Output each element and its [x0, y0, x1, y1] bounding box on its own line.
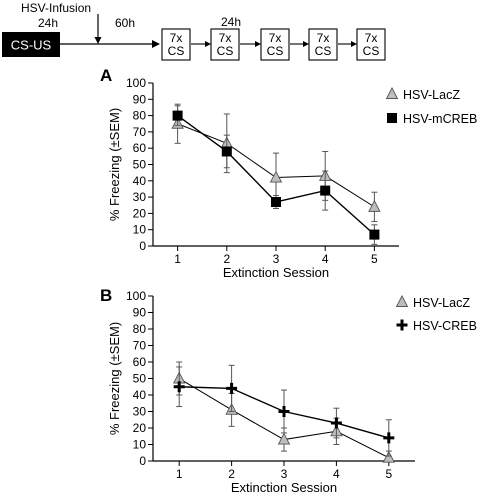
- x-tick-label: 1: [174, 252, 181, 266]
- y-tick-label: 10: [133, 223, 147, 237]
- y-axis-label: % Freezing (±SEM): [107, 108, 122, 221]
- cross-marker: [383, 432, 395, 444]
- session-box: [161, 28, 191, 61]
- square-marker: [369, 229, 380, 240]
- session-box: [210, 28, 240, 61]
- y-tick-label: 0: [139, 239, 146, 253]
- legend-label: HSV-LacZ: [403, 88, 460, 102]
- y-axis-label: % Freezing (±SEM): [107, 322, 122, 435]
- y-tick-label: 90: [133, 306, 147, 320]
- triangle-marker: [382, 450, 396, 463]
- y-tick-label: 100: [126, 76, 146, 90]
- y-tick-label: 70: [133, 125, 147, 139]
- x-tick-label: 3: [273, 252, 280, 266]
- session-box-line1: 7x: [219, 31, 232, 45]
- delay-after-infusion: 60h: [115, 16, 135, 30]
- legend-label: HSV-mCREB: [403, 112, 477, 126]
- triangle-marker: [385, 87, 399, 99]
- y-tick-label: 10: [133, 438, 147, 452]
- cross-marker: [173, 381, 185, 393]
- y-tick-label: 70: [133, 339, 147, 353]
- delay-between-sessions: 24h: [221, 15, 241, 29]
- square-marker: [387, 113, 397, 123]
- square-marker: [221, 146, 232, 157]
- triangle-marker: [395, 295, 409, 307]
- session-arrowhead: [255, 41, 261, 47]
- cross-marker: [396, 319, 408, 331]
- session-box-line2: CS: [217, 44, 234, 58]
- session-arrowhead: [303, 41, 309, 47]
- triangle-marker: [269, 170, 283, 183]
- session-box-line1: 7x: [317, 31, 330, 45]
- session-arrowhead: [351, 41, 357, 47]
- cross-marker: [330, 417, 342, 429]
- session-box: [356, 28, 386, 61]
- y-tick-label: 0: [139, 454, 146, 468]
- x-axis-label: Extinction Session: [231, 480, 337, 492]
- square-marker: [172, 110, 183, 121]
- square-marker: [320, 185, 331, 196]
- x-tick-label: 5: [385, 467, 392, 481]
- y-tick-label: 80: [133, 322, 147, 336]
- legend-label: HSV-LacZ: [413, 296, 470, 310]
- x-tick-label: 4: [322, 252, 329, 266]
- x-tick-label: 3: [281, 467, 288, 481]
- delay-before-infusion: 24h: [38, 16, 58, 30]
- y-tick-label: 60: [133, 355, 147, 369]
- session-box-line1: 7x: [170, 31, 183, 45]
- session-box-line2: CS: [363, 44, 380, 58]
- triangle-marker: [277, 432, 291, 445]
- x-tick-label: 2: [223, 252, 230, 266]
- session-box-line2: CS: [267, 44, 284, 58]
- infusion-label: HSV-Infusion: [21, 1, 91, 15]
- x-tick-label: 4: [333, 467, 340, 481]
- y-tick-label: 50: [133, 372, 147, 386]
- y-tick-label: 40: [133, 388, 147, 402]
- y-tick-label: 20: [133, 206, 147, 220]
- square-marker: [271, 196, 281, 207]
- y-tick-label: 90: [133, 92, 147, 106]
- y-tick-label: 30: [133, 190, 147, 204]
- session-box: [260, 28, 290, 61]
- panel-label: A: [100, 66, 112, 85]
- x-axis-label: Extinction Session: [223, 265, 329, 280]
- timeline-arrowhead: [152, 40, 160, 48]
- cs-us-label: CS-US: [11, 38, 52, 53]
- y-tick-label: 60: [133, 141, 147, 155]
- chart-b: B 0 10 20 30 40 50 60 70 80 90 100 1 2 3 4 5 Extinction S…: [100, 286, 477, 492]
- session-box-line1: 7x: [365, 31, 378, 45]
- session-box-line2: CS: [315, 44, 332, 58]
- chart-a: A 0 10 20 30 40 50 60 70 80 90 100 1 2 3 4 5 Extinction S…: [100, 66, 477, 280]
- session-box-line1: 7x: [269, 31, 282, 45]
- legend-label: HSV-CREB: [413, 319, 477, 333]
- cross-marker: [226, 382, 238, 394]
- x-tick-label: 1: [176, 467, 183, 481]
- session-box: [308, 28, 338, 61]
- timeline: CS-US HSV-Infusion 24h 60h 24h 7xCS7xCS7…: [2, 1, 386, 61]
- y-tick-label: 30: [133, 405, 147, 419]
- triangle-marker: [368, 199, 381, 212]
- x-tick-label: 5: [371, 252, 378, 266]
- y-tick-label: 80: [133, 109, 147, 123]
- cross-marker: [278, 406, 290, 417]
- y-tick-label: 20: [133, 421, 147, 435]
- series-hsv-mcreb: [172, 105, 380, 245]
- session-box-line2: CS: [168, 44, 185, 58]
- cs-us-box: [2, 32, 60, 57]
- series-hsv-creb: [173, 364, 395, 457]
- infusion-arrowhead: [94, 37, 102, 44]
- y-tick-label: 50: [133, 158, 147, 172]
- y-tick-label: 100: [126, 289, 146, 303]
- x-tick-label: 2: [228, 467, 235, 481]
- panel-label: B: [100, 286, 112, 305]
- session-arrowhead: [205, 41, 211, 47]
- y-tick-label: 40: [133, 174, 147, 188]
